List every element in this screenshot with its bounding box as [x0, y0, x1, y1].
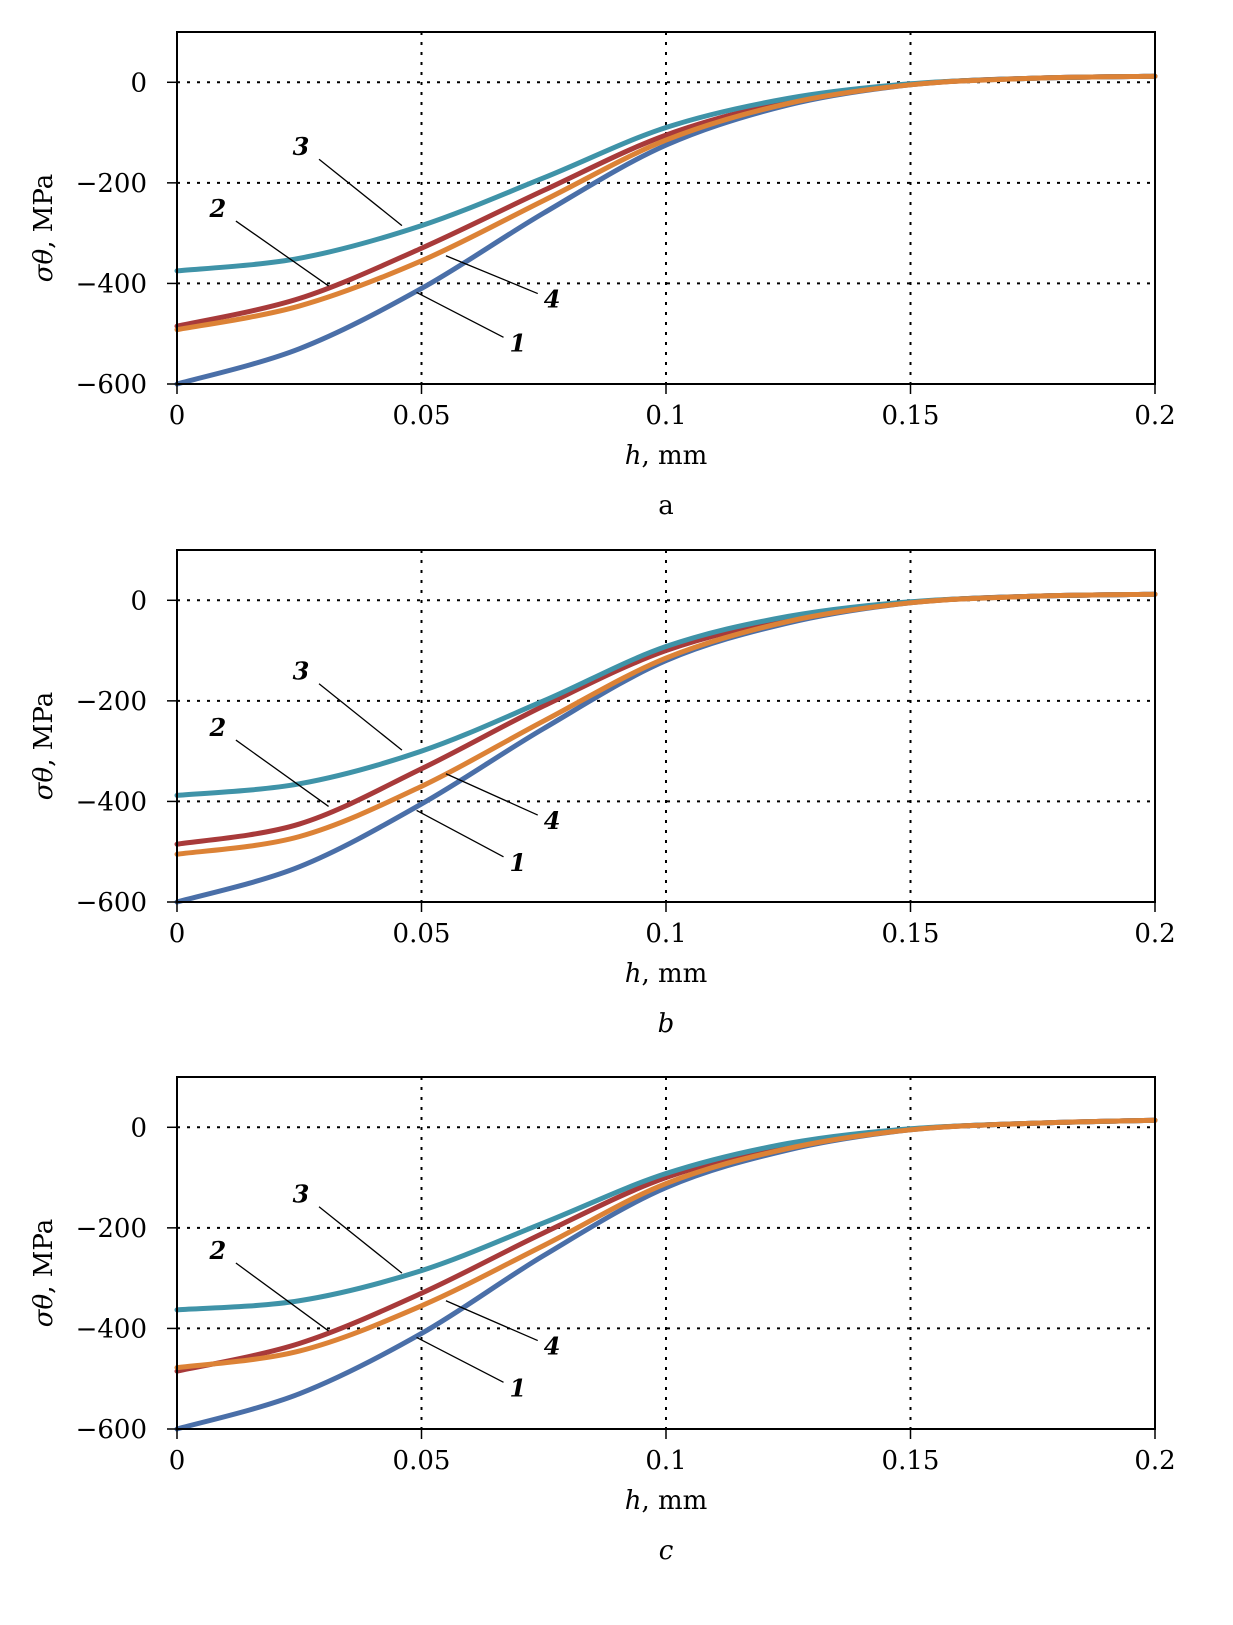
panel-caption: b	[658, 1009, 675, 1039]
y-tick-label: −600	[76, 1415, 147, 1445]
chart-b: 0 0.05 0.1 0.15 0.2 0 −200 −400 −600 h, mm σθ, MPa…	[29, 549, 1176, 1039]
y-tick-label: −400	[76, 787, 147, 817]
x-axis: 0 0.05 0.1 0.15 0.2	[169, 1429, 1176, 1476]
annotation-leader-2	[235, 220, 329, 287]
y-axis-label: σθ, MPa	[29, 692, 59, 800]
y-axis: 0 −200 −400 −600	[76, 68, 177, 400]
y-tick-label: 0	[130, 68, 147, 98]
annotation-label-2: 2	[209, 713, 227, 742]
annotation-label-1: 1	[510, 328, 527, 357]
x-axis-label: h, mm	[625, 1486, 708, 1516]
annotation-label-1: 1	[510, 1373, 527, 1402]
panel-caption: c	[659, 1536, 674, 1566]
annotation-label-4: 4	[544, 1332, 561, 1361]
series-line-4	[174, 1117, 1158, 1371]
y-axis-variable: σθ	[29, 766, 59, 800]
x-axis-variable: h	[625, 1486, 642, 1516]
series-line-4	[174, 591, 1158, 857]
y-tick-label: 0	[130, 1113, 147, 1143]
annotation-label-1: 1	[510, 848, 527, 877]
annotation-leader-1	[416, 291, 504, 338]
y-axis: 0 −200 −400 −600	[76, 586, 177, 918]
series-line-4	[174, 73, 1158, 333]
annotation-leader-2	[235, 739, 329, 807]
x-tick-label: 0.15	[882, 919, 940, 949]
y-tick-label: 0	[130, 586, 147, 616]
panel-caption: a	[658, 491, 674, 521]
grid-lines	[177, 550, 1155, 902]
annotation-label-2: 2	[209, 1236, 227, 1265]
annotation-leader-3	[318, 158, 403, 227]
y-axis-unit: , MPa	[29, 1219, 59, 1294]
x-tick-label: 0.15	[882, 1446, 940, 1476]
annotation-label-3: 3	[293, 1180, 310, 1209]
curve-annotations: 3 2 41	[209, 1180, 561, 1403]
y-axis-variable: σθ	[29, 1293, 59, 1327]
x-tick-label: 0.2	[1134, 401, 1175, 431]
annotation-leader-1	[416, 809, 504, 858]
series-group	[174, 591, 1158, 905]
y-axis-unit: , MPa	[29, 692, 59, 767]
y-tick-label: −600	[76, 888, 147, 918]
y-tick-label: −200	[76, 687, 147, 717]
x-tick-label: 0.2	[1134, 919, 1175, 949]
chart-c: 0 0.05 0.1 0.15 0.2 0 −200 −400 −600 h, mm σθ, MPa…	[29, 1076, 1176, 1566]
chart-panel-c: 0 0.05 0.1 0.15 0.2 0 −200 −400 −600 h, mm σθ, MPa…	[0, 1045, 1233, 1625]
y-axis-unit: , MPa	[29, 174, 59, 249]
annotation-label-4: 4	[544, 285, 561, 314]
series-line-1	[174, 1117, 1158, 1432]
x-tick-label: 0.1	[645, 1446, 686, 1476]
x-tick-label: 0.1	[645, 401, 686, 431]
y-tick-label: −200	[76, 169, 147, 199]
chart-panel-a: 0 0.05 0.1 0.15 0.2 0 −200 −400 −600 h, mm σθ, MPa…	[0, 0, 1233, 525]
x-axis: 0 0.05 0.1 0.15 0.2	[169, 384, 1176, 431]
x-axis-unit: , mm	[641, 959, 707, 989]
chart-panel-b: 0 0.05 0.1 0.15 0.2 0 −200 −400 −600 h, mm σθ, MPa…	[0, 518, 1233, 1043]
x-tick-label: 0	[169, 401, 186, 431]
series-group	[174, 73, 1158, 387]
y-tick-label: −200	[76, 1214, 147, 1244]
x-axis-unit: , mm	[641, 1486, 707, 1516]
annotation-label-3: 3	[293, 132, 310, 161]
x-axis-variable: h	[625, 441, 642, 471]
curve-annotations: 3 2 41	[209, 132, 561, 357]
y-tick-label: −600	[76, 370, 147, 400]
x-tick-label: 0	[169, 919, 186, 949]
series-group	[174, 1117, 1158, 1432]
x-axis-variable: h	[625, 959, 642, 989]
x-tick-label: 0.05	[393, 401, 451, 431]
curve-annotations: 3 2 41	[209, 657, 561, 877]
annotation-leader-2	[235, 1262, 329, 1332]
annotation-label-4: 4	[544, 806, 561, 835]
y-axis-variable: σθ	[29, 248, 59, 282]
annotation-leader-4	[445, 1300, 539, 1342]
grid-lines	[177, 1077, 1155, 1429]
annotation-leader-3	[318, 1206, 403, 1274]
x-axis-label: h, mm	[625, 959, 708, 989]
y-axis: 0 −200 −400 −600	[76, 1113, 177, 1445]
annotation-leader-3	[318, 683, 403, 751]
x-tick-label: 0.2	[1134, 1446, 1175, 1476]
annotation-leader-4	[445, 773, 539, 816]
annotation-leader-1	[416, 1336, 504, 1383]
grid-lines	[177, 32, 1155, 384]
y-tick-label: −400	[76, 1314, 147, 1344]
annotation-label-3: 3	[293, 657, 310, 686]
x-tick-label: 0.05	[393, 1446, 451, 1476]
x-tick-label: 0.1	[645, 919, 686, 949]
x-axis: 0 0.05 0.1 0.15 0.2	[169, 902, 1176, 949]
y-tick-label: −400	[76, 269, 147, 299]
x-tick-label: 0.05	[393, 919, 451, 949]
series-line-3	[174, 591, 1158, 798]
x-axis-label: h, mm	[625, 441, 708, 471]
x-tick-label: 0	[169, 1446, 186, 1476]
y-axis-label: σθ, MPa	[29, 1219, 59, 1327]
annotation-label-2: 2	[209, 194, 227, 223]
y-axis-label: σθ, MPa	[29, 174, 59, 282]
x-axis-unit: , mm	[641, 441, 707, 471]
annotation-leader-4	[445, 255, 538, 295]
x-tick-label: 0.15	[882, 401, 940, 431]
chart-a: 0 0.05 0.1 0.15 0.2 0 −200 −400 −600 h, mm σθ, MPa…	[29, 31, 1176, 521]
